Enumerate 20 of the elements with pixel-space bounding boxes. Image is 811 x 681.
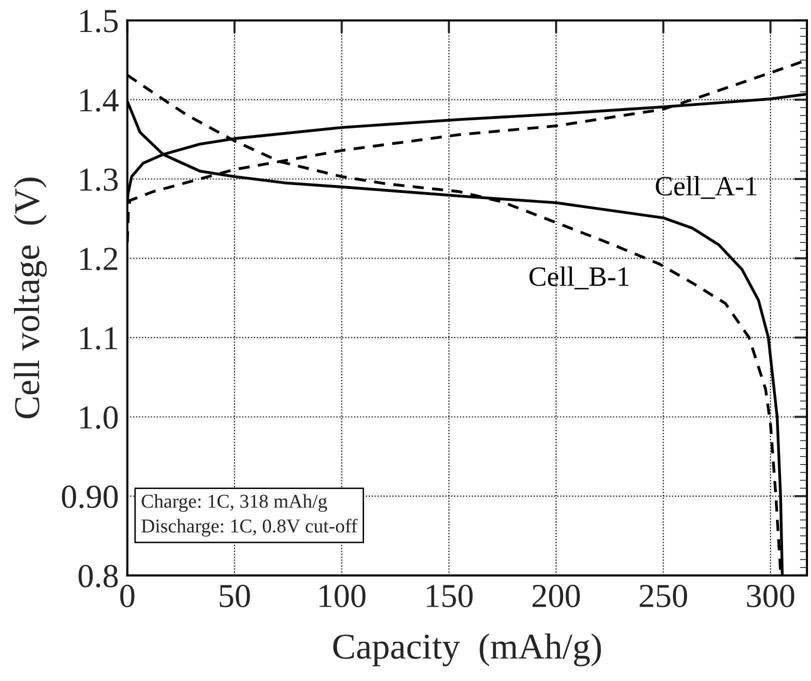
x-tick-label: 150	[426, 584, 473, 608]
x-tick-label: 200	[532, 584, 580, 608]
y-axis-title: Cell voltage (V)	[14, 178, 47, 418]
y-tick-label: 1.2	[80, 248, 118, 270]
y-tick-label: 1.1	[80, 327, 117, 350]
annotation: Charge: 1C, 318 mAh/g Discharge: 1C, 0.8V cut-off	[141, 494, 358, 537]
x-tick-label: 0	[120, 584, 134, 608]
y-tick-label: 0.8	[78, 564, 118, 588]
x-tick-label: 250	[640, 584, 688, 608]
annotation: Cell_A-1	[656, 176, 756, 199]
x-tick-label: 50	[220, 584, 250, 608]
y-tick-label: 1.0	[80, 406, 118, 429]
y-tick-label: 1.4	[80, 89, 118, 112]
y-tick-label: 0.90	[62, 486, 118, 508]
annotation: Cell_B-1	[529, 266, 629, 290]
x-tick-label: 300	[747, 584, 794, 608]
x-tick-label: 100	[320, 584, 366, 608]
x-axis-title: Capacity (mAh/g)	[333, 633, 601, 666]
y-tick-label: 1.5	[80, 10, 118, 32]
y-tick-label: 1.3	[80, 168, 118, 192]
